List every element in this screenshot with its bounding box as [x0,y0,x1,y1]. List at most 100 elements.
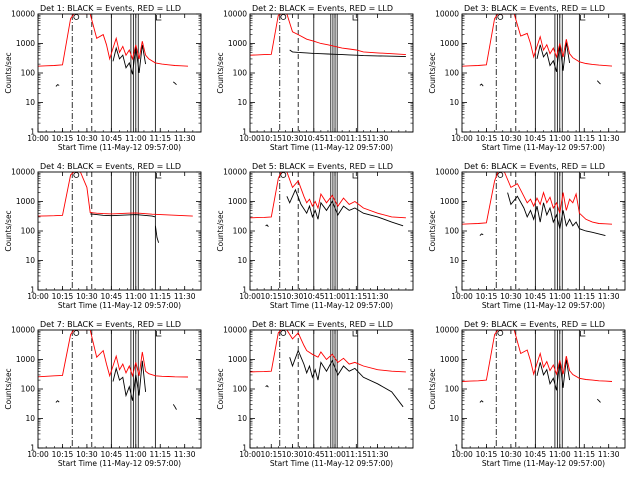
plot-frame [37,13,202,133]
x-tick-label: 10:15 [476,292,498,301]
y-tick-label: 10 [237,98,247,107]
x-tick-label: 11:00 [549,134,571,143]
x-tick-label: 11:00 [125,450,147,459]
events-series-line [289,49,406,58]
circle-marker [73,330,80,336]
x-tick-label: 10:45 [101,450,123,459]
lld-series-line [38,330,189,378]
events-series-line [507,192,606,237]
x-tick-label: 10:30 [76,292,98,301]
y-tick-label: 100 [233,227,248,236]
x-axis-title: Start Time (11-May-12 09:57:00) [270,301,393,310]
events-series-line [596,398,601,403]
y-tick-label: 1 [454,286,459,295]
y-tick-label: 10 [237,414,247,423]
x-tick-label: 10:00 [27,292,49,301]
x-tick-label: 11:00 [125,292,147,301]
x-tick-label: 10:45 [525,450,547,459]
y-tick-label: 10 [449,414,459,423]
lld-series-line [462,14,613,67]
corner-marker [579,15,586,21]
events-series-line [479,233,484,236]
x-tick-label: 10:30 [282,134,304,143]
y-tick-label: 1 [30,286,35,295]
x-tick-label: 11:15 [573,134,595,143]
y-tick-label: 1 [242,128,247,137]
panel-title: Det 9: BLACK = Events, RED = LLD [464,320,605,329]
y-tick-label: 100 [445,69,460,78]
x-axis-title: Start Time (11-May-12 09:57:00) [270,459,393,468]
y-tick-label: 10000 [435,168,459,177]
plot-frame [461,171,626,291]
lld-series-line [38,172,193,217]
y-tick-label: 1000 [16,355,35,364]
x-tick-label: 10:15 [52,134,74,143]
x-tick-label: 11:15 [573,450,595,459]
plot-frame [249,13,414,133]
y-tick-label: 1000 [440,197,459,206]
x-tick-label: 10:00 [239,292,261,301]
y-tick-label: 1000 [16,197,35,206]
y-tick-label: 10 [25,414,35,423]
y-axis-title: Counts/sec [4,368,13,409]
y-tick-label: 10000 [435,326,459,335]
x-tick-label: 10:30 [76,134,98,143]
events-series-line [112,360,147,401]
x-tick-label: 11:30 [174,134,196,143]
y-tick-label: 1 [454,128,459,137]
panel-title: Det 3: BLACK = Events, RED = LLD [464,4,605,13]
lld-series-line [250,172,406,219]
x-tick-label: 11:00 [324,450,346,459]
x-tick-label: 10:00 [451,450,473,459]
events-series-line [55,84,60,87]
chart-panel-9: Det 9: BLACK = Events, RED = LLD 1 10 100 10… [428,320,626,468]
y-axis-title: Counts/sec [216,368,225,409]
y-tick-label: 1 [242,444,247,453]
events-series-line [479,83,484,87]
x-tick-label: 11:15 [149,134,171,143]
lld-series-line [38,14,189,67]
x-tick-label: 11:30 [174,450,196,459]
x-tick-label: 11:30 [367,292,389,301]
x-tick-label: 10:00 [239,450,261,459]
x-tick-label: 10:15 [52,292,74,301]
x-tick-label: 10:15 [260,134,282,143]
y-tick-label: 100 [445,385,460,394]
circle-marker [73,14,80,20]
x-tick-label: 10:00 [239,134,261,143]
panel-title: Det 8: BLACK = Events, RED = LLD [252,320,393,329]
events-series-line [479,400,484,403]
events-series-line [536,359,571,391]
events-series-line [289,349,404,408]
circle-marker [280,14,287,20]
x-tick-label: 11:15 [573,292,595,301]
corner-marker [579,173,586,179]
y-tick-label: 100 [21,227,36,236]
y-tick-label: 10000 [223,10,247,19]
chart-panel-4: Det 4: BLACK = Events, RED = LLD 1 10 100 10… [4,162,202,310]
events-series-line [596,80,601,85]
x-tick-label: 10:15 [260,450,282,459]
plot-frame [37,329,202,449]
events-series-line [90,213,156,218]
lld-series-line [462,330,613,382]
x-axis-title: Start Time (11-May-12 09:57:00) [58,143,181,152]
circle-marker [497,14,504,20]
y-tick-label: 10000 [11,326,35,335]
y-tick-label: 1000 [228,355,247,364]
x-tick-label: 10:30 [76,450,98,459]
corner-marker [352,331,359,337]
y-tick-label: 100 [21,69,36,78]
x-tick-label: 11:15 [345,292,367,301]
plot-frame [249,171,414,291]
corner-marker [155,331,162,337]
x-tick-label: 10:45 [525,134,547,143]
y-axis-title: Counts/sec [216,210,225,251]
circle-marker [73,172,80,178]
chart-panel-5: Det 5: BLACK = Events, RED = LLD 1 10 100 10… [216,162,414,310]
y-tick-label: 1 [242,286,247,295]
y-tick-label: 10 [237,256,247,265]
x-axis-title: Start Time (11-May-12 09:57:00) [270,143,393,152]
x-tick-label: 10:15 [476,450,498,459]
